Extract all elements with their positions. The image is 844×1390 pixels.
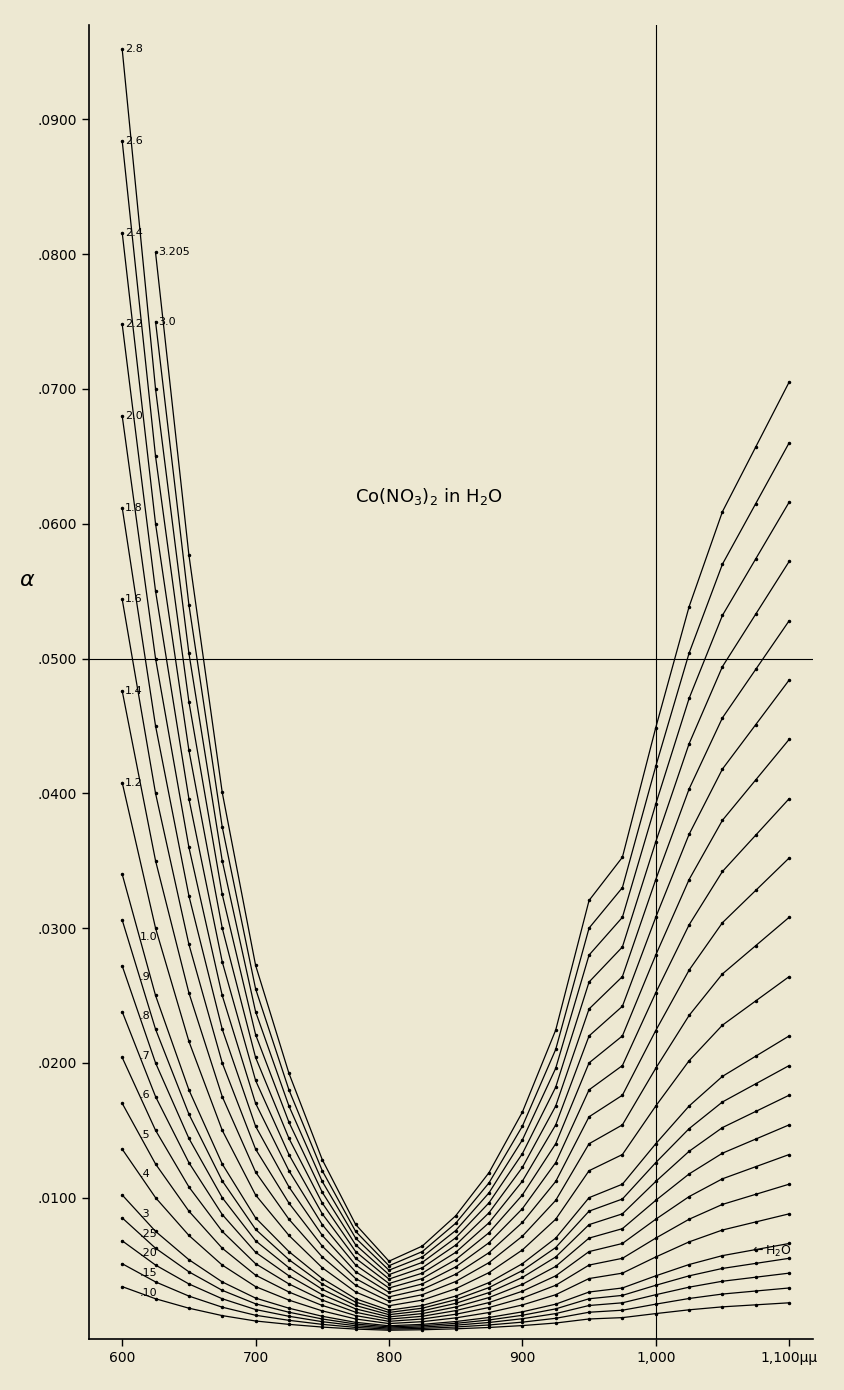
Text: 3.205: 3.205 [158,247,190,257]
Text: 1.4: 1.4 [125,685,143,696]
Text: 1.6: 1.6 [125,594,143,605]
Text: .6: .6 [139,1090,150,1101]
Text: Co(NO$_3$)$_2$ in H$_2$O: Co(NO$_3$)$_2$ in H$_2$O [354,486,502,507]
Text: 2.8: 2.8 [125,44,143,54]
Text: 2.4: 2.4 [125,228,143,238]
Text: .3: .3 [139,1209,150,1219]
Text: .4: .4 [139,1169,150,1179]
Text: .5: .5 [139,1130,150,1140]
Y-axis label: $\alpha$: $\alpha$ [19,570,35,591]
Text: 2.2: 2.2 [125,320,143,329]
Text: .8: .8 [139,1012,150,1022]
Text: .9: .9 [139,972,150,981]
Text: 2.6: 2.6 [125,136,143,146]
Text: .10: .10 [139,1289,157,1298]
Text: 1.0: 1.0 [139,933,157,942]
Text: $\leftarrow$H$_2$O: $\leftarrow$H$_2$O [749,1244,791,1259]
Text: 1.8: 1.8 [125,503,143,513]
Text: .25: .25 [139,1229,157,1238]
Text: .15: .15 [139,1268,157,1279]
Text: .20: .20 [139,1248,157,1258]
Text: .7: .7 [139,1051,150,1061]
Text: 3.0: 3.0 [158,317,176,327]
Text: 2.0: 2.0 [125,411,143,421]
Text: 1.2: 1.2 [125,777,143,788]
